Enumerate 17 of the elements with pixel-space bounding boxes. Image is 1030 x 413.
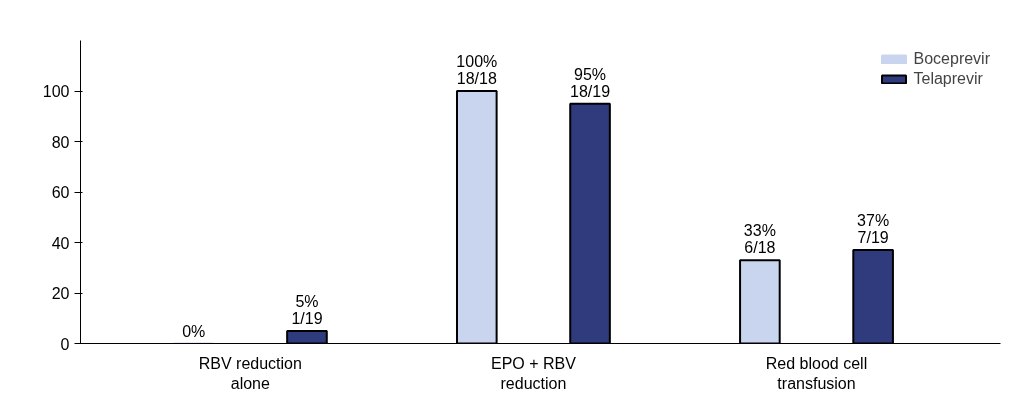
- y-tick-label: 60: [51, 184, 70, 201]
- data-label: 0%: [182, 322, 206, 340]
- data-label: 33% 6/18: [743, 222, 776, 257]
- y-tick-label: 100: [42, 83, 70, 100]
- data-label: 5% 1/19: [291, 293, 323, 328]
- data-label: 100% 18/18: [456, 53, 498, 88]
- x-tick-label: Red blood cell transfusion: [765, 354, 868, 392]
- x-tick-label: RBV reduction alone: [198, 354, 302, 392]
- y-tick-label: 40: [51, 234, 70, 252]
- y-tick-label: 80: [51, 133, 70, 151]
- data-label: 95% 18/19: [570, 65, 611, 100]
- x-tick-label: EPO + RBV reduction: [490, 354, 577, 392]
- legend-label: Telaprevir: [913, 70, 983, 88]
- legend-label: Boceprevir: [913, 50, 990, 68]
- y-tick-label: 0: [60, 335, 70, 353]
- y-tick-label: 20: [51, 285, 70, 302]
- data-label: 37% 7/19: [857, 212, 890, 247]
